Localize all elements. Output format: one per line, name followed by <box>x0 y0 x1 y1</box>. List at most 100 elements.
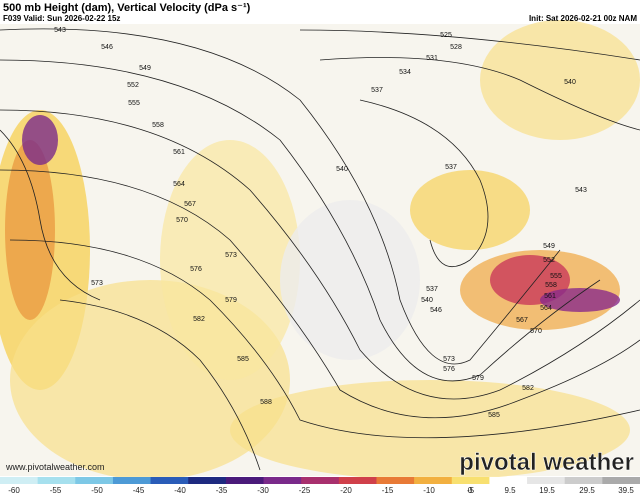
contour-label: 531 <box>426 55 438 62</box>
colorbar-segment <box>112 477 152 484</box>
shading <box>22 115 58 165</box>
contour-label: 537 <box>426 286 438 293</box>
colorbar-segment <box>376 477 415 484</box>
contour <box>319 57 640 131</box>
shading <box>410 170 530 250</box>
colorbar-tick-label: -35 <box>216 486 228 494</box>
contour <box>9 239 640 439</box>
contour-label: 585 <box>488 412 500 419</box>
contour-label: 540 <box>336 166 348 173</box>
contour-label: 549 <box>139 65 151 72</box>
init-time: Init: Sat 2026-02-21 00z NAM <box>529 14 637 23</box>
colorbar-segment <box>338 477 377 484</box>
shading <box>160 140 300 380</box>
contour-label: 540 <box>421 297 433 304</box>
map-field <box>0 20 640 480</box>
contour-label: 588 <box>260 399 272 406</box>
colorbar-segment <box>263 477 302 484</box>
contour-labels: 5435465495525555585615645675705735765735… <box>54 27 587 419</box>
colorbar-tick-label: -10 <box>423 486 435 494</box>
contour-label: 582 <box>193 316 205 323</box>
contour <box>0 169 640 419</box>
colorbar-segment <box>37 477 76 484</box>
colorbar-segment <box>414 477 453 484</box>
colorbar-segment <box>75 477 114 484</box>
contour-label: 552 <box>127 82 139 89</box>
colorbar-segment <box>489 477 528 484</box>
contour-label: 579 <box>225 297 237 304</box>
contour-label: 546 <box>101 44 113 51</box>
colorbar-tick-label: -45 <box>133 486 145 494</box>
colorbar-tick-label: -20 <box>340 486 352 494</box>
contour-label: 540 <box>564 79 576 86</box>
contour-label: 582 <box>522 385 534 392</box>
contour-label: 570 <box>530 328 542 335</box>
contour-label: 549 <box>543 243 555 250</box>
contour-label: 573 <box>91 280 103 287</box>
contour-label: 564 <box>173 181 185 188</box>
colorbar-tick-label: 39.5 <box>618 486 634 494</box>
contour-label: 558 <box>152 122 164 129</box>
contour-label: 555 <box>550 273 562 280</box>
map-title: 500 mb Height (dam), Vertical Velocity (… <box>3 2 251 14</box>
contour-label: 576 <box>443 366 455 373</box>
contour-label: 558 <box>545 282 557 289</box>
colorbar-segment <box>188 477 227 484</box>
contour-label: 585 <box>237 356 249 363</box>
contour-label: 573 <box>443 356 455 363</box>
colorbar-tick-label: 29.5 <box>579 486 595 494</box>
shading <box>540 288 620 312</box>
contour-label: 567 <box>184 201 196 208</box>
contour-label: 546 <box>430 307 442 314</box>
contour <box>0 28 561 365</box>
colorbar-tick-label: -60 <box>8 486 20 494</box>
contour-label: 528 <box>450 44 462 51</box>
shading <box>230 380 630 480</box>
contour-label: 567 <box>516 317 528 324</box>
contour <box>59 299 261 471</box>
colorbar-tick-label: -50 <box>91 486 103 494</box>
colorbar-tick-label: -25 <box>299 486 311 494</box>
contour <box>0 109 640 400</box>
contour-label: 534 <box>399 69 411 76</box>
contour-label: 579 <box>472 375 484 382</box>
contour-label: 537 <box>371 87 383 94</box>
colorbar: -60 -55 -50 -45 -40 -35 -30 -25 -20 -15 -10 -50 9.5 1… <box>0 477 640 495</box>
valid-time: F039 Valid: Sun 2026-02-22 15z <box>3 14 120 23</box>
contour-label: 543 <box>575 187 587 194</box>
colorbar-segment <box>527 477 566 484</box>
website: www.pivotalweather.com <box>5 462 105 472</box>
contour <box>359 99 489 268</box>
contours <box>0 28 640 471</box>
contour-label: 552 <box>543 257 555 264</box>
colorbar-tick-label: 9.5 <box>504 486 516 494</box>
contour-label: 537 <box>445 164 457 171</box>
colorbar-tick-label: -55 <box>50 486 62 494</box>
colorbar-segment <box>451 477 490 484</box>
colorbar-segment <box>564 477 603 484</box>
colorbar-segment <box>602 477 640 484</box>
contour-label: 573 <box>225 252 237 259</box>
colorbar-tick-label: -40 <box>174 486 186 494</box>
contour <box>0 59 601 382</box>
colorbar-tick-label: 19.5 <box>539 486 555 494</box>
colorbar-segment <box>150 477 189 484</box>
contour-label: 555 <box>128 100 140 107</box>
shading <box>480 20 640 140</box>
colorbar-tick-label: -15 <box>382 486 394 494</box>
contour-label: 543 <box>54 27 66 34</box>
contour-label: 576 <box>190 266 202 273</box>
colorbar-tick-label: 0 <box>468 486 473 494</box>
contour <box>0 129 101 301</box>
contour-label: 561 <box>544 293 556 300</box>
contour-label: 564 <box>540 305 552 312</box>
contour-label: 570 <box>176 217 188 224</box>
contour-label: 561 <box>173 149 185 156</box>
colorbar-segment <box>225 477 265 484</box>
colorbar-tick-label: -30 <box>257 486 269 494</box>
colorbar-tick-label: -5 <box>467 486 475 494</box>
colorbar-segment <box>301 477 340 484</box>
shading <box>280 200 420 360</box>
shading <box>5 140 55 320</box>
